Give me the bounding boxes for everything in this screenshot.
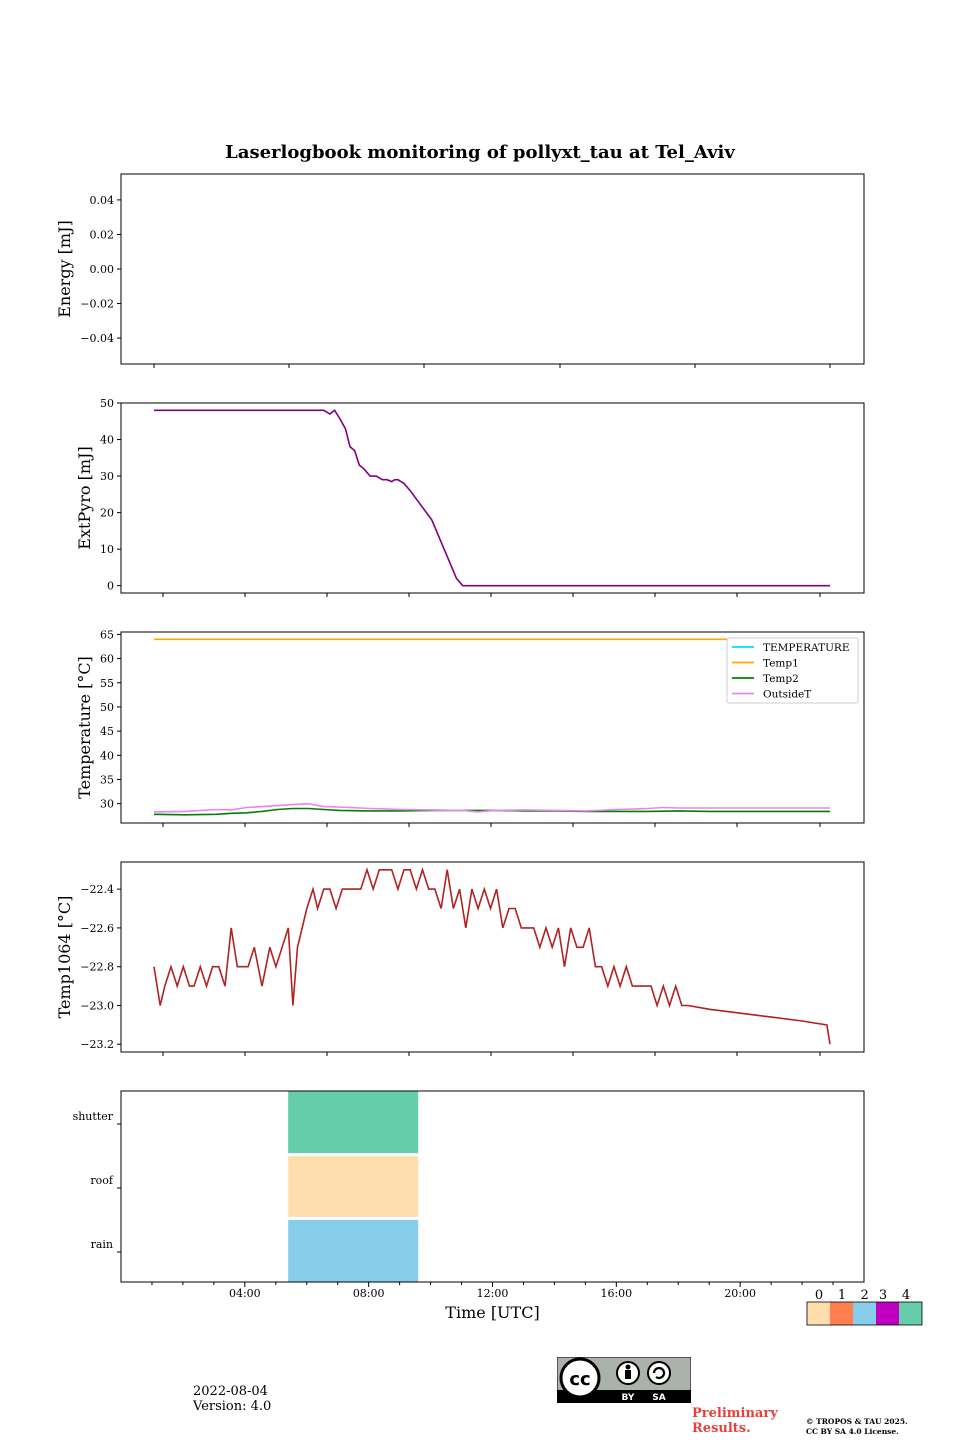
colorbar-cell [876, 1302, 899, 1325]
legend-box [726, 637, 859, 704]
y-axis-label: Temperature [°C] [75, 656, 94, 799]
y-axis-label: ExtPyro [mJ] [75, 446, 94, 549]
y-axis-label: Temp1064 [°C] [55, 896, 74, 1019]
x-tick-label: 04:00 [229, 1287, 261, 1300]
y-tick-label: −23.2 [80, 1038, 114, 1051]
y-tick-label: 50 [100, 397, 114, 410]
y-tick-label: 40 [100, 434, 114, 447]
series-line [153, 867, 831, 1045]
y-tick-label: 20 [100, 507, 114, 520]
panel-1: 0.04 0.02 0.00 −0.02 −0.04 Energy [mJ] [55, 173, 865, 368]
chart-title: Laserlogbook monitoring of pollyxt_tau a… [225, 142, 735, 163]
colorbar-label: 4 [902, 1288, 910, 1303]
colorbar-cell [807, 1302, 830, 1325]
preliminary-notice: Preliminary Results. [692, 1406, 778, 1436]
y-tick-label: −0.04 [80, 332, 114, 345]
panel-frame [120, 861, 865, 1053]
panel-flags: shutter roof rain 04:00 08:00 12:00 16:00 20:00… [73, 1090, 923, 1326]
flag-row-label: rain [91, 1238, 113, 1251]
y-tick-label: 0.00 [90, 263, 115, 276]
y-tick-label: 30 [100, 470, 114, 483]
y-tick-label: 0.04 [90, 194, 115, 207]
copyright-line1: © TROPOS & TAU 2025. [806, 1417, 908, 1426]
x-tick-label: 16:00 [600, 1287, 632, 1300]
date-version-block: 2022-08-04 Version: 4.0 [193, 1384, 271, 1414]
x-tick-label: 20:00 [724, 1287, 756, 1300]
y-tick-label: 45 [100, 725, 114, 738]
y-tick-label: −22.8 [80, 961, 114, 974]
panel-4: −22.4 −22.6 −22.8 −23.0 −23.2 Temp1064 [°C] [55, 861, 865, 1056]
cc-license-badge: cc BY SA [556, 1356, 692, 1404]
flag-block-shutter [288, 1091, 419, 1154]
y-tick-label: −22.4 [80, 883, 114, 896]
colorbar-label: 3 [879, 1288, 887, 1303]
date-label: 2022-08-04 [193, 1384, 268, 1399]
y-tick-label: −22.6 [80, 922, 114, 935]
y-tick-label: −23.0 [80, 999, 114, 1012]
preliminary-line2: Results. [692, 1421, 751, 1436]
colorbar-label: 1 [838, 1288, 846, 1303]
y-axis-label: Energy [mJ] [55, 220, 74, 318]
y-tick-label: 10 [100, 543, 114, 556]
colorbar-label: 0 [815, 1288, 823, 1303]
y-tick-label: 30 [100, 798, 114, 811]
y-tick-label: 40 [100, 749, 114, 762]
flag-row-label: shutter [73, 1110, 114, 1123]
legend-label: OutsideT [763, 689, 811, 701]
legend-label: Temp2 [763, 673, 799, 685]
colorbar-cell [830, 1302, 853, 1325]
y-tick-label: −0.02 [80, 298, 114, 311]
panel-3: 65 60 55 50 45 40 35 30 Temperature [°C] TEMPERAT… [75, 628, 865, 827]
y-tick-label: 0 [107, 580, 114, 593]
colorbar-cell [853, 1302, 876, 1325]
colorbar-cell [899, 1302, 922, 1325]
panel-frame [120, 173, 865, 365]
flag-block-roof [288, 1156, 419, 1217]
y-tick-label: 35 [100, 773, 114, 786]
panel-2: 50 40 30 20 10 0 ExtPyro [mJ] [75, 397, 865, 597]
series-line-temp2 [153, 807, 830, 816]
copyright-notice: © TROPOS & TAU 2025. CC BY SA 4.0 Licens… [806, 1417, 908, 1437]
panel-frame [120, 402, 865, 594]
by-label: BY [622, 1393, 635, 1403]
preliminary-line1: Preliminary [692, 1406, 778, 1421]
version-label: Version: 4.0 [193, 1399, 272, 1414]
colorbar-label: 2 [861, 1288, 869, 1303]
legend-label: Temp1 [763, 658, 799, 670]
x-tick-label: 08:00 [353, 1287, 385, 1300]
x-tick-label: 12:00 [477, 1287, 509, 1300]
flag-row-label: roof [90, 1174, 114, 1187]
sa-label: SA [652, 1393, 665, 1403]
y-tick-label: 50 [100, 701, 114, 714]
y-tick-label: 60 [100, 653, 114, 666]
x-axis-label: Time [UTC] [445, 1303, 539, 1322]
panel-frame [120, 631, 865, 824]
y-tick-label: 0.02 [90, 228, 115, 241]
panel-frame [120, 1090, 865, 1283]
series-line [154, 409, 830, 587]
y-tick-label: 65 [100, 628, 114, 641]
colorbar-frame [806, 1301, 923, 1326]
flag-block-rain [288, 1219, 419, 1282]
cc-label: cc [569, 1369, 590, 1390]
legend-label: TEMPERATURE [763, 642, 850, 654]
copyright-line2: CC BY SA 4.0 License. [806, 1427, 899, 1436]
y-tick-label: 55 [100, 677, 114, 690]
series-line-outsidet [153, 802, 830, 813]
